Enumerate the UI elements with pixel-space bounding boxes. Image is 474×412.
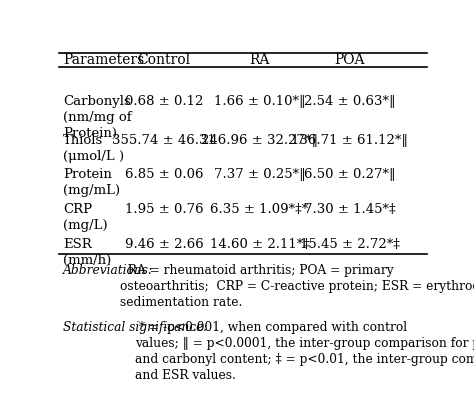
Text: 136.71 ± 61.12*‖: 136.71 ± 61.12*‖ <box>291 133 408 147</box>
Text: Statistical significance:: Statistical significance: <box>63 321 208 334</box>
Text: Parameters: Parameters <box>63 53 144 67</box>
Text: Abbreviations:: Abbreviations: <box>63 264 153 276</box>
Text: 1.66 ± 0.10*‖: 1.66 ± 0.10*‖ <box>214 96 305 108</box>
Text: Carbonyls
(nm/mg of
Protein): Carbonyls (nm/mg of Protein) <box>63 96 132 140</box>
Text: RA = rheumatoid arthritis; POA = primary
osteoarthritis;  CRP = C-reactive prote: RA = rheumatoid arthritis; POA = primary… <box>120 264 474 309</box>
Text: 7.30 ± 1.45*‡: 7.30 ± 1.45*‡ <box>304 203 395 216</box>
Text: 0.68 ± 0.12: 0.68 ± 0.12 <box>125 96 203 108</box>
Text: RA: RA <box>249 53 270 67</box>
Text: POA: POA <box>334 53 365 67</box>
Text: 246.96 ± 32.27*‖: 246.96 ± 32.27*‖ <box>201 133 318 147</box>
Text: 6.35 ± 1.09*‡*: 6.35 ± 1.09*‡* <box>210 203 309 216</box>
Text: ESR
(mm/h): ESR (mm/h) <box>63 238 111 267</box>
Text: 9.46 ± 2.66: 9.46 ± 2.66 <box>125 238 203 251</box>
Text: 14.60 ± 2.11*‡: 14.60 ± 2.11*‡ <box>210 238 310 251</box>
Text: * = ­p<0.001, when compared with control
values; ‖ = p<0.0001, the inter-group c: * = ­p<0.001, when compared with control… <box>135 321 474 382</box>
Text: 2.54 ± 0.63*‖: 2.54 ± 0.63*‖ <box>304 96 395 108</box>
Text: 355.74 ± 46.31: 355.74 ± 46.31 <box>112 133 216 147</box>
Text: 7.37 ± 0.25*‖: 7.37 ± 0.25*‖ <box>214 169 305 181</box>
Text: 15.45 ± 2.72*‡: 15.45 ± 2.72*‡ <box>300 238 400 251</box>
Text: 6.85 ± 0.06: 6.85 ± 0.06 <box>125 169 203 181</box>
Text: Control: Control <box>137 53 191 67</box>
Text: Protein
(mg/mL): Protein (mg/mL) <box>63 169 120 197</box>
Text: Thiols
(μmol/L ): Thiols (μmol/L ) <box>63 133 124 162</box>
Text: CRP
(mg/L): CRP (mg/L) <box>63 203 108 232</box>
Text: 6.50 ± 0.27*‖: 6.50 ± 0.27*‖ <box>304 169 395 181</box>
Text: 1.95 ± 0.76: 1.95 ± 0.76 <box>125 203 203 216</box>
